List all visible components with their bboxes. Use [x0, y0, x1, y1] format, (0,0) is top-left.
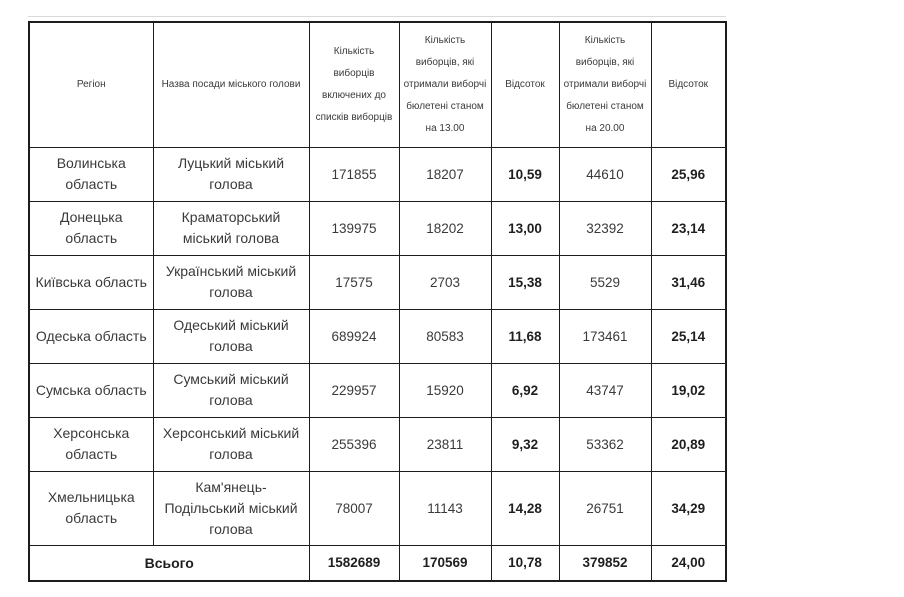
col-header-position: Назва посади міського голови	[152, 21, 310, 148]
col-header-percent-2000: Відсоток	[650, 21, 727, 148]
col-header-percent-1300: Відсоток	[490, 21, 560, 148]
cell-percent-1300: 9,32	[490, 416, 560, 472]
cell-voters-listed: 17575	[308, 254, 400, 310]
cell-percent-2000: 31,46	[650, 254, 727, 310]
cell-ballots-2000: 43747	[558, 362, 652, 418]
cell-ballots-2000: 5529	[558, 254, 652, 310]
cell-ballots-1300: 23811	[398, 416, 492, 472]
cell-percent-2000: 20,89	[650, 416, 727, 472]
cell-region: Херсонська область	[28, 416, 154, 472]
table-footer: Всього 1582689 170569 10,78 379852 24,00	[28, 544, 727, 582]
table-row: Херсонська область Херсонський міський г…	[28, 416, 727, 472]
cell-region: Волинська область	[28, 146, 154, 202]
election-turnout-table: Регіон Назва посади міського голови Кіль…	[28, 21, 727, 582]
cell-percent-1300: 6,92	[490, 362, 560, 418]
cell-percent-2000: 25,14	[650, 308, 727, 364]
cell-position: Сумський міський голова	[152, 362, 310, 418]
table-row: Сумська область Сумський міський голова …	[28, 362, 727, 418]
cell-voters-listed: 78007	[308, 470, 400, 546]
cell-percent-2000: 23,14	[650, 200, 727, 256]
col-header-ballots-2000: Кількість виборців, які отримали виборчі…	[558, 21, 652, 148]
total-percent-1300: 10,78	[490, 544, 560, 582]
cell-region: Київська область	[28, 254, 154, 310]
cell-percent-1300: 11,68	[490, 308, 560, 364]
cell-ballots-1300: 11143	[398, 470, 492, 546]
cell-region: Сумська область	[28, 362, 154, 418]
table-row: Донецька область Краматорський міський г…	[28, 200, 727, 256]
col-header-region: Регіон	[28, 21, 154, 148]
cell-position: Херсонський міський голова	[152, 416, 310, 472]
cell-percent-2000: 34,29	[650, 470, 727, 546]
cell-position: Луцький міський голова	[152, 146, 310, 202]
table-row: Одеська область Одеський міський голова …	[28, 308, 727, 364]
table-row: Хмельницька область Кам'янець- Подільськ…	[28, 470, 727, 546]
cell-region: Хмельницька область	[28, 470, 154, 546]
cell-ballots-2000: 173461	[558, 308, 652, 364]
header-row: Регіон Назва посади міського голови Кіль…	[28, 21, 727, 148]
table-row: Волинська область Луцький міський голова…	[28, 146, 727, 202]
cell-percent-1300: 13,00	[490, 200, 560, 256]
cell-ballots-1300: 80583	[398, 308, 492, 364]
cell-voters-listed: 139975	[308, 200, 400, 256]
cell-ballots-1300: 2703	[398, 254, 492, 310]
cell-ballots-1300: 18207	[398, 146, 492, 202]
cell-ballots-2000: 32392	[558, 200, 652, 256]
table-header: Регіон Назва посади міського голови Кіль…	[28, 21, 727, 148]
cell-position: Кам'янець- Подільський міський голова	[152, 470, 310, 546]
col-header-voters-listed: Кількість виборців включених до списків …	[308, 21, 400, 148]
cell-ballots-1300: 15920	[398, 362, 492, 418]
cell-position: Одеський міський голова	[152, 308, 310, 364]
cell-region: Одеська область	[28, 308, 154, 364]
cell-voters-listed: 255396	[308, 416, 400, 472]
total-voters-listed: 1582689	[308, 544, 400, 582]
cell-ballots-2000: 26751	[558, 470, 652, 546]
cell-percent-1300: 14,28	[490, 470, 560, 546]
total-label-cell: Всього	[28, 544, 310, 582]
top-divider-line	[28, 16, 726, 17]
cell-percent-1300: 10,59	[490, 146, 560, 202]
total-percent-2000: 24,00	[650, 544, 727, 582]
cell-position: Краматорський міський голова	[152, 200, 310, 256]
cell-percent-2000: 19,02	[650, 362, 727, 418]
table-body: Волинська область Луцький міський голова…	[28, 146, 727, 546]
table-row: Київська область Український міський гол…	[28, 254, 727, 310]
cell-percent-2000: 25,96	[650, 146, 727, 202]
cell-ballots-2000: 44610	[558, 146, 652, 202]
cell-ballots-2000: 53362	[558, 416, 652, 472]
cell-ballots-1300: 18202	[398, 200, 492, 256]
col-header-ballots-1300: Кількість виборців, які отримали виборчі…	[398, 21, 492, 148]
cell-percent-1300: 15,38	[490, 254, 560, 310]
cell-voters-listed: 171855	[308, 146, 400, 202]
total-ballots-2000: 379852	[558, 544, 652, 582]
cell-voters-listed: 689924	[308, 308, 400, 364]
total-ballots-1300: 170569	[398, 544, 492, 582]
cell-region: Донецька область	[28, 200, 154, 256]
cell-position: Український міський голова	[152, 254, 310, 310]
total-row: Всього 1582689 170569 10,78 379852 24,00	[28, 544, 727, 582]
cell-voters-listed: 229957	[308, 362, 400, 418]
